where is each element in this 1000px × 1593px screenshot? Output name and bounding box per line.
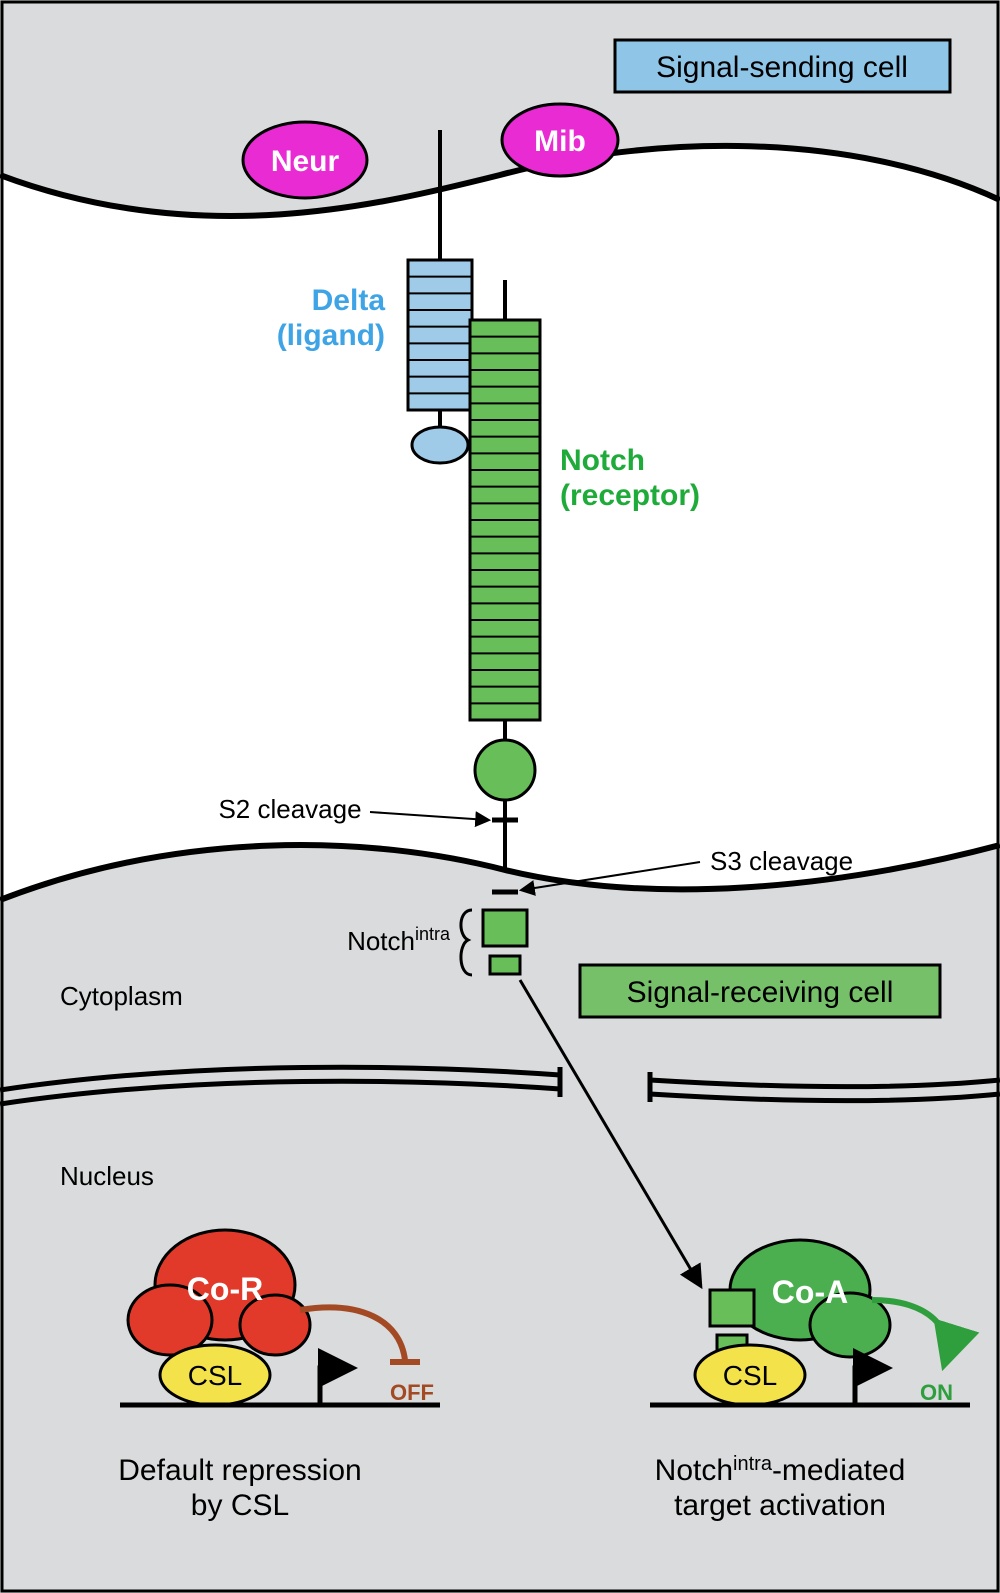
receiving-cell-label-text: Signal-receiving cell [627, 976, 894, 1009]
activator-nicd-ram [710, 1290, 754, 1326]
mib-label: Mib [534, 125, 586, 158]
s2-cleavage: S2 cleavage [218, 794, 518, 824]
signal-receiving-cell-label: Signal-receiving cell [580, 965, 940, 1017]
cytoplasm-label: Cytoplasm [60, 981, 183, 1011]
delta-egf-repeats [408, 260, 472, 410]
repressor-caption-1: Default repression [118, 1454, 361, 1487]
sending-cell-fill [0, 0, 1000, 216]
s2-label: S2 cleavage [218, 794, 361, 824]
repressor-caption-2: by CSL [191, 1489, 289, 1522]
delta-dsl-domain [412, 427, 468, 463]
nucleus-label: Nucleus [60, 1161, 154, 1191]
diagram-canvas: Signal-sending cell Neur Mib Delta (liga… [0, 0, 1000, 1593]
co-a-label: Co-A [772, 1274, 848, 1310]
notch-label-line2: (receptor) [560, 479, 700, 512]
sending-cell-label: Signal-sending cell [656, 51, 908, 84]
off-label: OFF [390, 1380, 434, 1405]
delta-label-line2: (ligand) [277, 319, 385, 352]
activator-csl-label: CSL [723, 1360, 777, 1391]
notch-label-line1: Notch [560, 444, 645, 477]
activator-caption-1: Notchintra-mediated [655, 1453, 906, 1487]
co-r-label: Co-R [187, 1271, 263, 1307]
notch-lnr-domain [475, 740, 535, 800]
activator-caption-2: target activation [674, 1489, 886, 1522]
ligase-mib: Mib [502, 104, 618, 176]
neur-label: Neur [271, 145, 340, 178]
delta-label-line1: Delta [312, 284, 386, 317]
ligase-neur: Neur [243, 122, 367, 198]
signal-sending-cell: Signal-sending cell [0, 0, 1000, 216]
repressor-csl-label: CSL [188, 1360, 242, 1391]
on-label: ON [920, 1380, 953, 1405]
s3-label: S3 cleavage [710, 846, 853, 876]
